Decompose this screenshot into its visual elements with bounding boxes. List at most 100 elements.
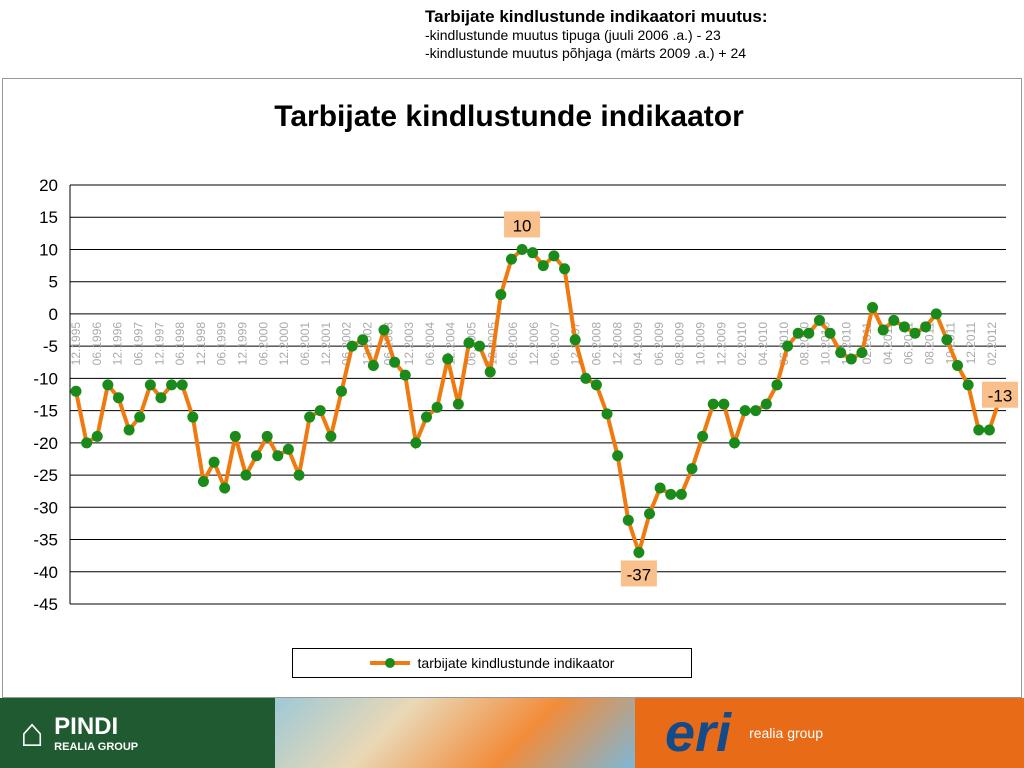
data-point	[102, 379, 114, 391]
data-point	[346, 340, 358, 352]
data-point	[813, 314, 825, 326]
y-tick-label: -25	[33, 466, 58, 485]
x-tick-label: 12.2008	[610, 322, 624, 366]
x-tick-label: 12.2009	[714, 322, 728, 366]
data-point	[176, 379, 188, 391]
data-point	[665, 488, 677, 500]
data-point	[261, 430, 273, 442]
chart-title: Tarbijate kindlustunde indikaator	[274, 100, 744, 133]
data-point	[240, 469, 252, 481]
data-point	[622, 514, 634, 526]
data-point	[771, 379, 783, 391]
data-point	[484, 366, 496, 378]
data-label: -13	[988, 387, 1013, 406]
data-label-box	[982, 381, 1018, 408]
series-line	[74, 247, 1002, 560]
x-tick-label: 06.2006	[506, 322, 520, 366]
y-tick-label: -40	[33, 563, 58, 582]
x-tick-label: 12.2006	[527, 322, 541, 366]
x-tick-label: 04.2010	[756, 322, 770, 366]
x-tick-label: 08.2009	[673, 322, 687, 366]
data-point	[782, 340, 794, 352]
data-point	[983, 424, 995, 436]
x-tick-label: 12.1999	[236, 322, 250, 366]
data-point	[134, 411, 146, 423]
data-point	[580, 372, 592, 384]
data-label-box	[504, 211, 541, 238]
y-tick-label: -5	[43, 337, 58, 356]
x-tick-label: 12.1998	[194, 322, 208, 366]
data-point	[410, 437, 422, 449]
data-point	[431, 401, 443, 413]
data-point	[697, 430, 709, 442]
data-point	[166, 379, 178, 391]
x-tick-label: 06.1999	[215, 322, 229, 366]
data-point	[474, 340, 486, 352]
data-point	[336, 385, 348, 397]
header-line2: -kindlustunde muutus põhjaga (märts 2009…	[425, 45, 747, 61]
data-point	[282, 443, 294, 455]
data-point	[495, 289, 507, 301]
data-point	[569, 334, 581, 346]
data-point	[718, 398, 730, 410]
data-point	[612, 450, 624, 462]
data-point	[930, 308, 942, 320]
data-point	[251, 450, 263, 462]
x-tick-label: 06.1997	[131, 322, 145, 366]
data-point	[962, 379, 974, 391]
data-point	[293, 469, 305, 481]
line-chart: 20 15 10 5 0 -5 -10 -15 -20 -25 -30 -35 -40 -45 12.199…	[33, 176, 1018, 614]
header-title: Tarbijate kindlustunde indikaatori muutu…	[425, 7, 768, 26]
data-point	[537, 260, 549, 272]
x-tick-label: 04.2009	[631, 322, 645, 366]
data-point	[654, 482, 666, 494]
data-point	[973, 424, 985, 436]
data-point	[367, 359, 379, 371]
x-tick-label: 06.2001	[298, 322, 312, 366]
y-tick-label: 0	[49, 305, 58, 324]
x-tick-label: 06.2009	[652, 322, 666, 366]
data-point	[112, 392, 124, 404]
data-point	[845, 353, 857, 365]
x-tick-label: 12.1996	[111, 322, 125, 366]
y-tick-label: 15	[39, 208, 58, 227]
data-label-box	[620, 560, 657, 587]
data-point	[590, 379, 602, 391]
data-point	[155, 392, 167, 404]
city-map-image	[275, 698, 635, 768]
data-point	[91, 430, 103, 442]
data-point	[516, 243, 528, 255]
y-tick-label: -20	[33, 434, 58, 453]
y-tick-label: -35	[33, 531, 58, 550]
data-point	[325, 430, 337, 442]
eri-name: eri	[665, 703, 732, 763]
data-point	[877, 324, 889, 336]
x-tick-label: 06.2000	[256, 322, 270, 366]
data-point	[314, 405, 326, 417]
data-point	[898, 321, 910, 333]
house-icon: ⌂	[20, 710, 45, 755]
data-point	[633, 546, 645, 558]
data-point	[123, 424, 135, 436]
data-label: -37	[627, 565, 652, 584]
chart-frame	[2, 78, 1022, 698]
y-tick-label: 5	[49, 273, 58, 292]
y-tick-label: -15	[33, 402, 58, 421]
data-point	[707, 398, 719, 410]
data-point	[548, 250, 560, 262]
pindi-sub: REALIA GROUP	[54, 741, 139, 753]
header: Tarbijate kindlustunde indikaatori muutu…	[425, 8, 768, 62]
x-tick-label: 06.2008	[589, 322, 603, 366]
data-point	[187, 411, 199, 423]
data-point	[527, 247, 539, 259]
x-tick-label: 12.2011	[964, 322, 978, 365]
x-tick-label: 08.2011	[923, 322, 937, 365]
data-point	[559, 263, 571, 275]
data-point	[601, 408, 613, 420]
x-tick-label: 12.2000	[277, 322, 291, 366]
legend-marker-icon	[369, 658, 410, 668]
data-point	[229, 430, 241, 442]
data-point	[760, 398, 772, 410]
data-point	[686, 463, 698, 475]
data-point	[144, 379, 156, 391]
